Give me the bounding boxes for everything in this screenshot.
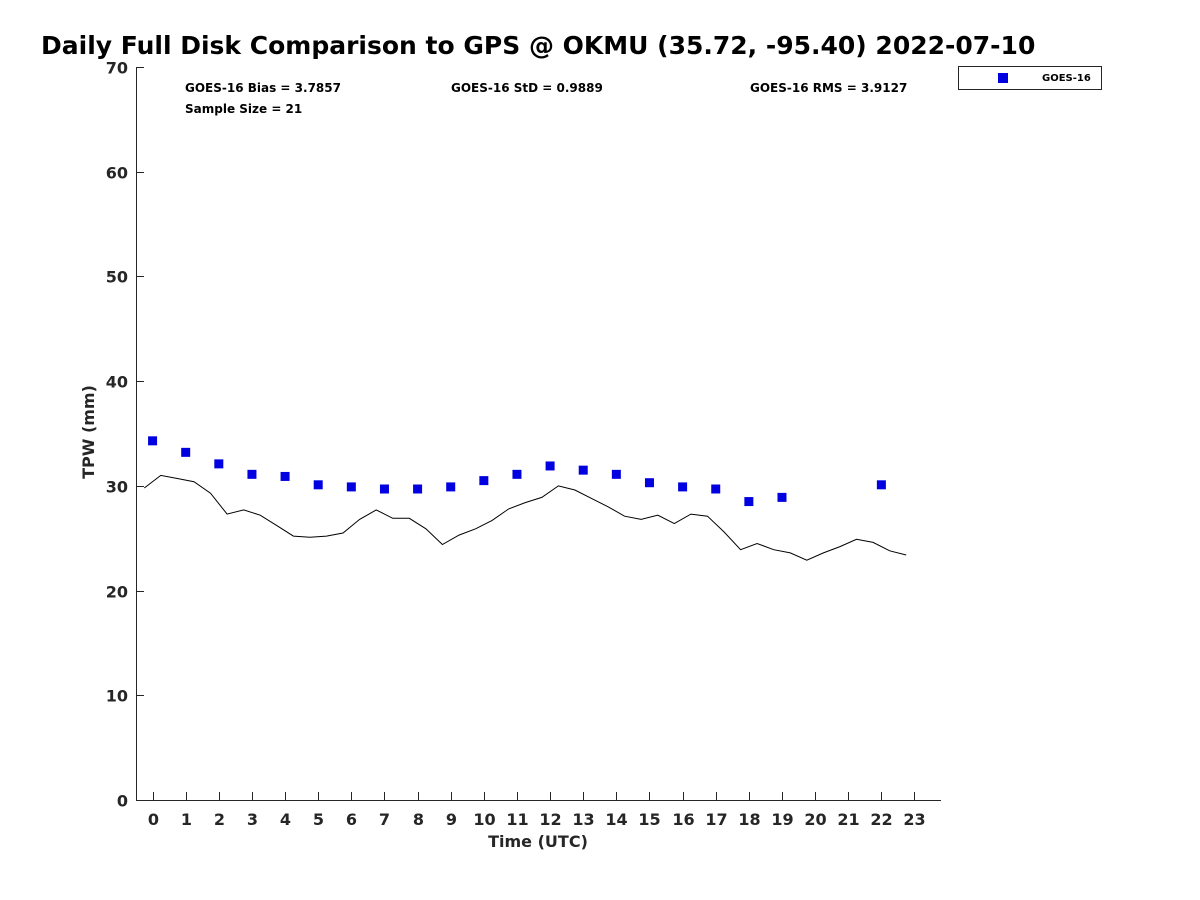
x-tick-label: 16 [672, 810, 694, 829]
goes16-data-point [479, 476, 489, 486]
y-tick-label: 60 [106, 164, 128, 183]
y-axis-ticks: 0 10 20 30 40 50 60 70 [106, 59, 144, 811]
goes16-data-point [777, 492, 787, 502]
y-axis-label: TPW (mm) [79, 385, 98, 479]
y-tick-label: 70 [106, 59, 128, 78]
std-stat: GOES-16 StD = 0.9889 [451, 81, 603, 95]
goes16-data-point [578, 465, 588, 475]
goes16-data-point [413, 484, 423, 494]
gps-tpw-line [143, 474, 907, 561]
y-tick-label: 50 [106, 268, 128, 287]
goes16-data-point [678, 482, 688, 492]
x-tick-label: 7 [379, 810, 390, 829]
goes16-data-point [611, 469, 621, 479]
x-tick-label: 5 [313, 810, 324, 829]
x-tick-label: 14 [605, 810, 627, 829]
x-tick-label: 10 [473, 810, 495, 829]
y-tick-label: 20 [106, 583, 128, 602]
x-tick-label: 8 [413, 810, 424, 829]
x-tick-label: 19 [771, 810, 793, 829]
goes16-data-point [280, 471, 290, 481]
goes16-data-point [446, 482, 456, 492]
x-tick-label: 15 [638, 810, 660, 829]
goes16-data-point [744, 497, 754, 507]
x-tick-label: 18 [738, 810, 760, 829]
goes16-data-point [512, 469, 522, 479]
axes [136, 67, 941, 801]
x-tick-label: 12 [539, 810, 561, 829]
goes16-data-point [148, 436, 158, 446]
legend-label-goes16: GOES-16 [1042, 73, 1091, 84]
x-tick-label: 0 [148, 810, 159, 829]
x-tick-label: 21 [837, 810, 859, 829]
goes16-data-point [247, 469, 257, 479]
x-axis-ticks: 0 1 2 3 4 5 6 7 8 9 10 11 12 13 14 15 16 17 18 19 20 21 22 23 [148, 792, 926, 829]
x-tick-label: 4 [280, 810, 291, 829]
x-tick-label: 20 [804, 810, 826, 829]
x-tick-label: 3 [247, 810, 258, 829]
goes16-data-point [644, 478, 654, 488]
sample-size-stat: Sample Size = 21 [185, 102, 302, 116]
legend-box [958, 66, 1102, 90]
plot-series [143, 436, 907, 561]
goes16-data-point [313, 480, 323, 490]
goes16-data-point [181, 447, 191, 457]
x-tick-label: 1 [181, 810, 192, 829]
x-axis-label: Time (UTC) [488, 832, 588, 851]
y-tick-label: 0 [117, 792, 128, 811]
legend-marker-goes16 [998, 73, 1008, 83]
goes16-data-point [346, 482, 356, 492]
y-tick-label: 30 [106, 478, 128, 497]
x-tick-label: 11 [506, 810, 528, 829]
goes16-data-point [379, 484, 389, 494]
x-tick-label: 9 [446, 810, 457, 829]
goes16-data-point [711, 484, 721, 494]
x-tick-label: 2 [214, 810, 225, 829]
y-tick-label: 10 [106, 687, 128, 706]
x-tick-label: 17 [705, 810, 727, 829]
goes16-data-point [214, 459, 224, 469]
rms-stat: GOES-16 RMS = 3.9127 [750, 81, 907, 95]
x-tick-label: 23 [903, 810, 925, 829]
goes16-data-point [876, 480, 886, 490]
legend: GOES-16 [958, 66, 1102, 90]
goes16-data-point [545, 461, 555, 471]
chart-title: Daily Full Disk Comparison to GPS @ OKMU… [41, 31, 1035, 60]
y-tick-label: 40 [106, 373, 128, 392]
x-tick-label: 6 [346, 810, 357, 829]
bias-stat: GOES-16 Bias = 3.7857 [185, 81, 341, 95]
x-tick-label: 22 [870, 810, 892, 829]
x-tick-label: 13 [572, 810, 594, 829]
